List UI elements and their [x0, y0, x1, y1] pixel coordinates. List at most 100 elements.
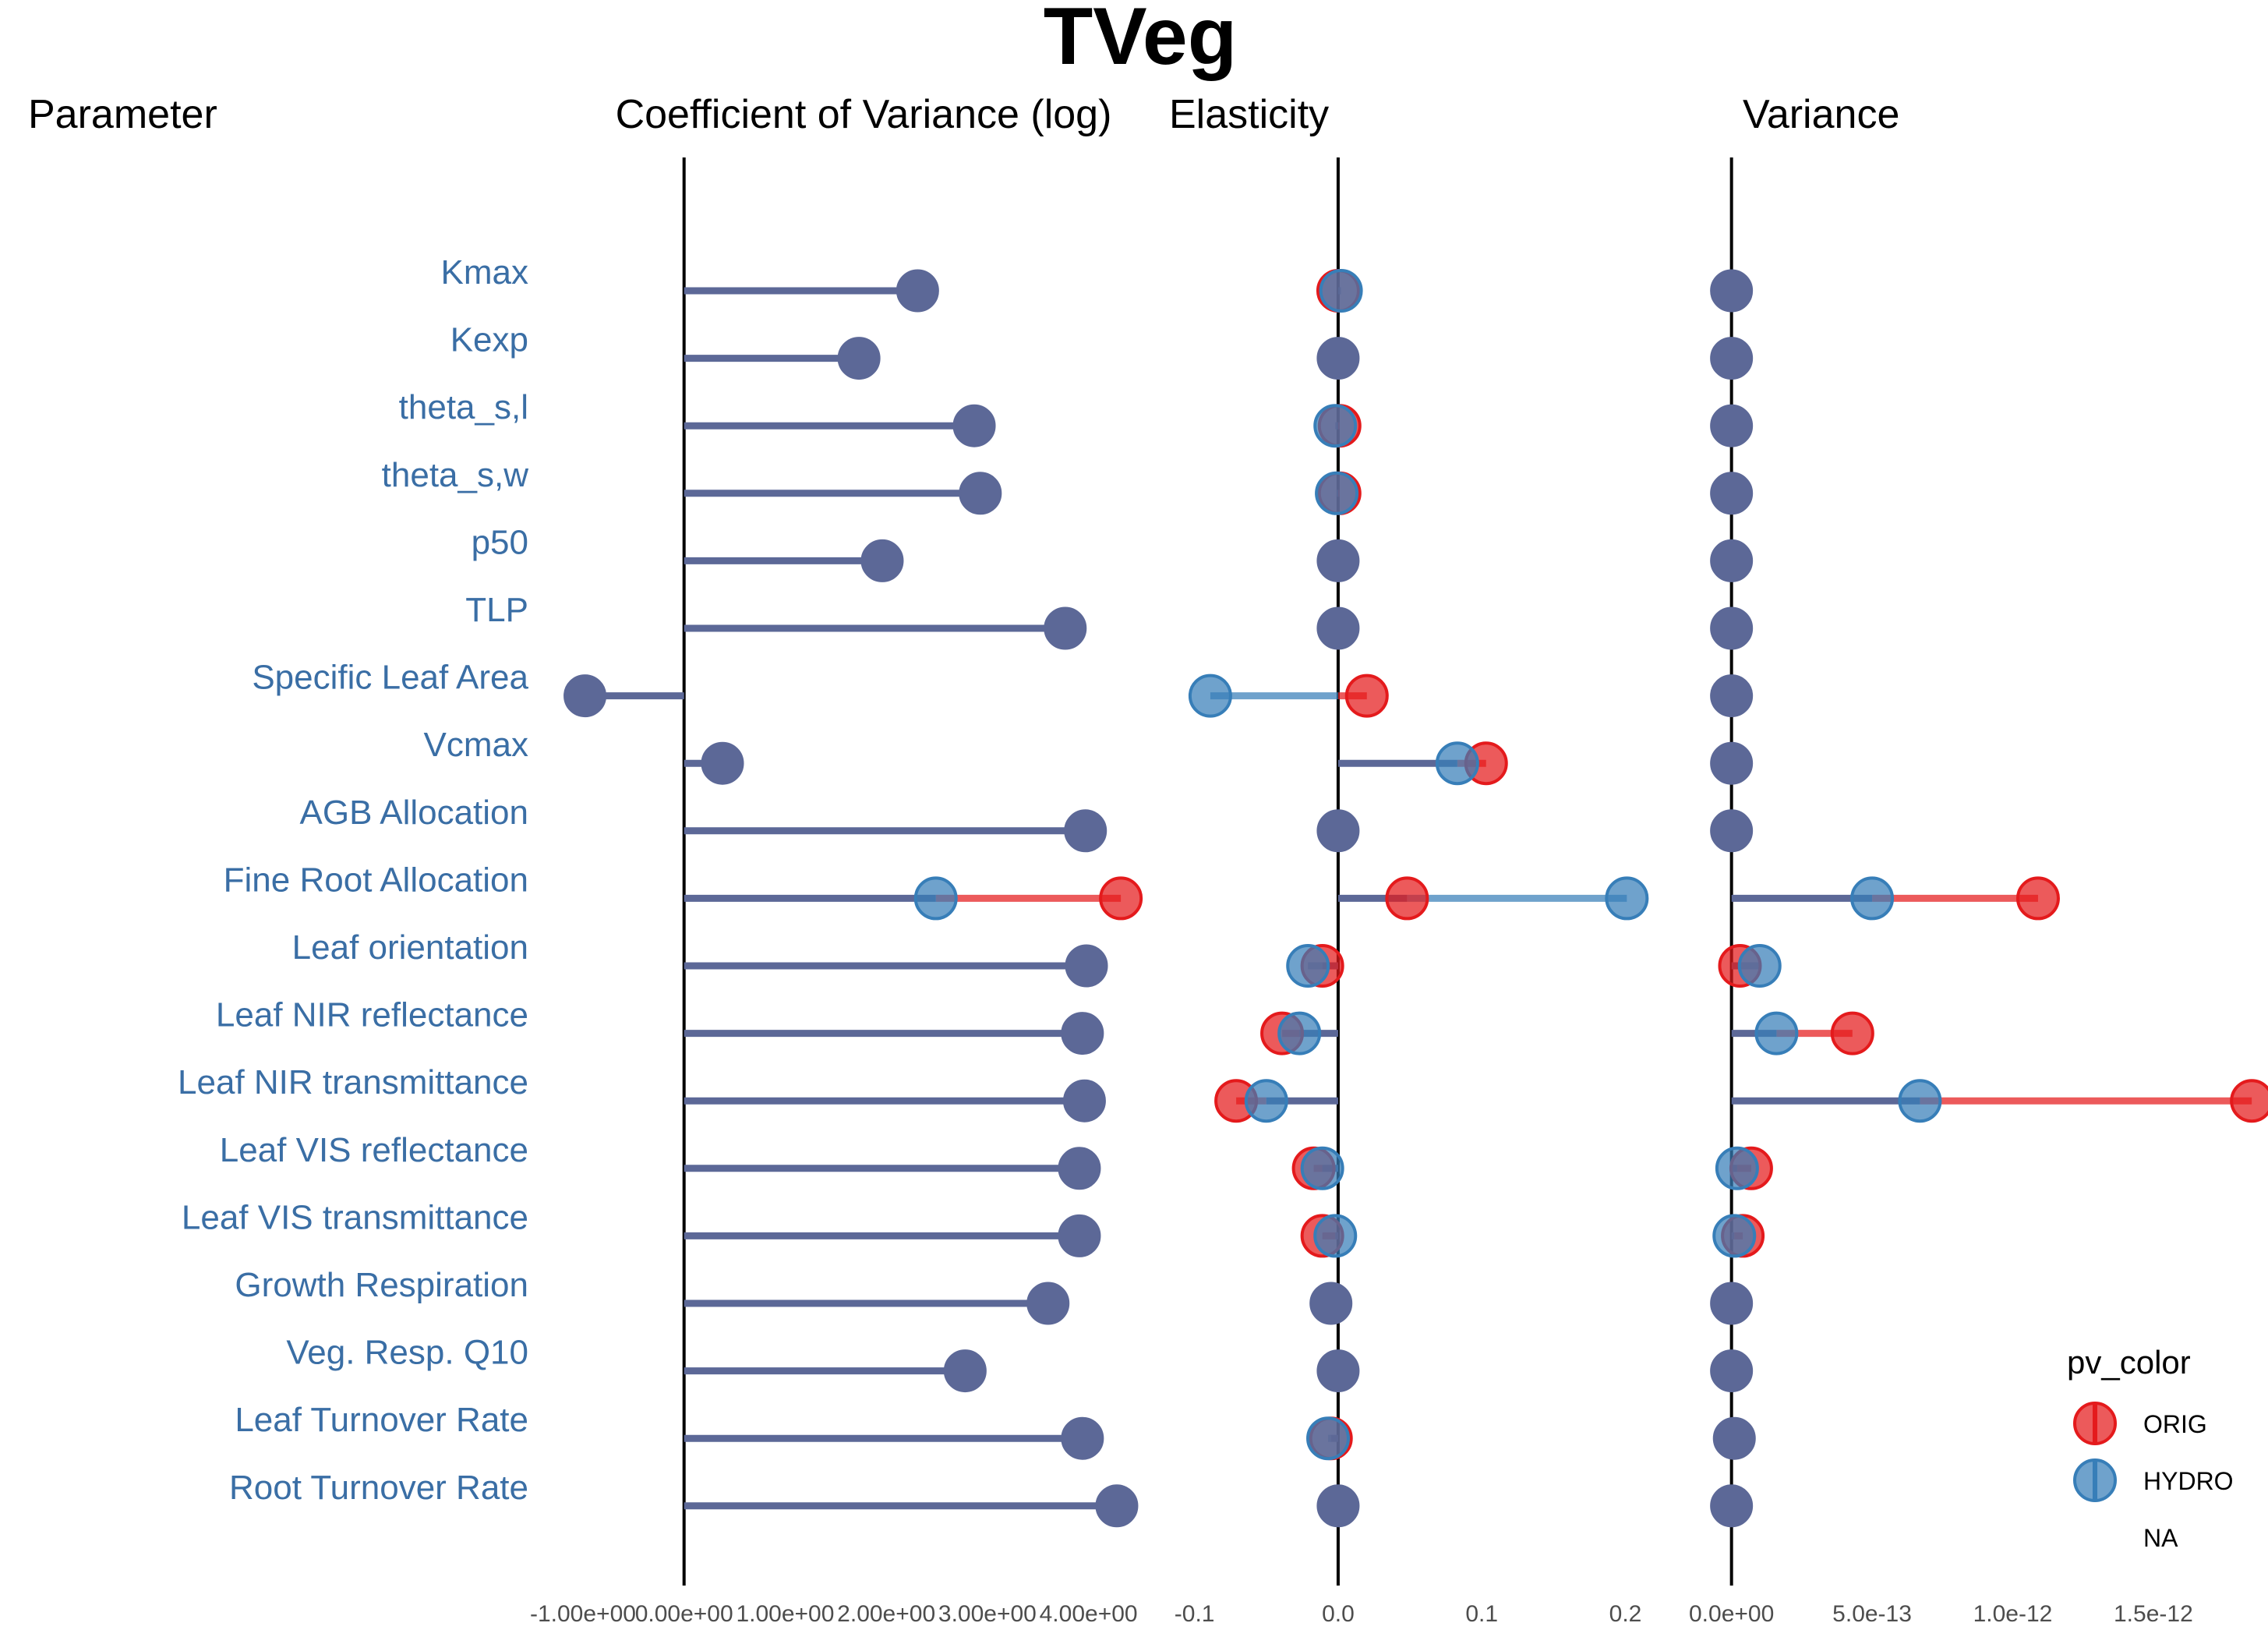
point [563, 674, 607, 718]
tick-label: 0.1 [1465, 1601, 1498, 1627]
lollipop-row [1710, 606, 1754, 650]
tick-label: 4.00e+00 [1040, 1601, 1138, 1627]
point-hydro [1850, 876, 1895, 921]
legend-label: HYDRO [2143, 1467, 2234, 1495]
point-orig [1385, 876, 1429, 921]
panel-title: Elasticity [1169, 92, 1329, 137]
point [1061, 1416, 1104, 1460]
parameter-label: Leaf VIS transmittance [182, 1198, 528, 1236]
point-hydro [1319, 269, 1363, 313]
lollipop-row [1710, 1282, 1754, 1325]
point [1710, 1484, 1754, 1528]
chart-title: TVeg [1044, 0, 1238, 82]
point [959, 472, 1002, 515]
lollipop-row [684, 809, 1108, 853]
point [1710, 1349, 1754, 1393]
tick-label: 2.00e+00 [837, 1601, 935, 1627]
point [1316, 539, 1360, 582]
lollipop-row [1316, 269, 1363, 313]
point-orig [1099, 876, 1143, 921]
panel-3: Variance 0.0e+00 5.0e-13 1.0e-12 1.5e-12 [1689, 92, 2268, 1627]
panel-2: Elasticity -0.1 0.0 0.1 0.2 [1169, 92, 1649, 1627]
lollipop-row [684, 1416, 1104, 1460]
parameter-label: Kexp [450, 321, 528, 359]
lollipop-row [684, 741, 744, 785]
panel-title: Variance [1743, 92, 1899, 137]
tick-label: 0.0e+00 [1689, 1601, 1774, 1627]
legend: pv_color ORIG HYDRO NA [2067, 1344, 2234, 1552]
point [701, 741, 744, 785]
lollipop-row [1306, 1416, 1353, 1461]
lollipop-row [1313, 404, 1362, 448]
parameter-label: Kmax [441, 253, 528, 292]
point [1044, 606, 1087, 650]
lollipop-row [1710, 741, 1754, 785]
point-hydro [1313, 1214, 1358, 1258]
lollipop-row [1710, 1484, 1754, 1528]
legend-label: NA [2143, 1524, 2178, 1552]
lollipop-row [684, 606, 1087, 650]
lollipop-row [1712, 1416, 1756, 1460]
lollipop-row [1710, 337, 1754, 380]
tick-label: 0.00e+00 [635, 1601, 733, 1627]
parameter-label: TLP [465, 591, 528, 629]
lollipop-row [1291, 1146, 1344, 1190]
lollipop-row [1188, 674, 1389, 718]
tick-label: -1.00e+00 [530, 1601, 636, 1627]
point [837, 337, 881, 380]
parameter-label: Root Turnover Rate [229, 1469, 528, 1507]
point [1710, 674, 1754, 718]
lollipop-row [684, 944, 1108, 988]
lollipop-row [684, 472, 1002, 515]
point-hydro [1435, 741, 1479, 786]
point [1710, 337, 1754, 380]
lollipop-row [1710, 269, 1754, 313]
tick-label: 1.5e-12 [2114, 1601, 2193, 1627]
lollipop-row [684, 404, 996, 447]
point [1316, 809, 1360, 853]
lollipop-row [1316, 1349, 1360, 1393]
tick-label: 0.0 [1322, 1601, 1355, 1627]
point-hydro [1244, 1079, 1288, 1123]
lollipop-row [1316, 539, 1360, 582]
parameter-label: Leaf NIR reflectance [216, 996, 528, 1034]
parameter-label: Vcmax [424, 726, 528, 764]
point [1316, 1484, 1360, 1528]
lollipop-row [1316, 606, 1360, 650]
lollipop-row [684, 876, 1143, 921]
lollipop-row [1337, 741, 1508, 786]
point [1064, 809, 1108, 853]
parameter-label: Leaf orientation [292, 928, 528, 967]
lollipop-row [684, 337, 881, 380]
lollipop-row [1710, 1349, 1754, 1393]
lollipop-row [1710, 674, 1754, 718]
lollipop-row [1286, 944, 1344, 988]
point [1026, 1282, 1070, 1325]
legend-label: ORIG [2143, 1410, 2207, 1438]
panel-title: Coefficient of Variance (log) [616, 92, 1112, 137]
point [1065, 944, 1108, 988]
lollipop-row [1316, 809, 1360, 853]
point [860, 539, 904, 582]
point-hydro [1313, 404, 1358, 448]
parameter-label: Fine Root Allocation [224, 861, 528, 899]
parameter-label: Leaf NIR transmittance [178, 1063, 528, 1101]
parameter-label: Leaf VIS reflectance [220, 1131, 528, 1169]
point-hydro [1277, 1011, 1322, 1055]
point-orig [1344, 674, 1389, 718]
lollipop-row [684, 1012, 1104, 1055]
lollipop-row [1309, 1282, 1353, 1325]
point-hydro [1737, 944, 1782, 988]
lollipop-row [684, 539, 904, 582]
point-orig [2230, 1079, 2268, 1123]
lollipop-row [1710, 404, 1754, 447]
lollipop-row [684, 1214, 1101, 1257]
point-hydro [1712, 1214, 1757, 1258]
lollipop-row [1712, 1214, 1765, 1258]
lollipop-row [1214, 1079, 1338, 1123]
point [1316, 1349, 1360, 1393]
lollipop-row [684, 1484, 1139, 1528]
point [1710, 539, 1754, 582]
parameter-label: AGB Allocation [300, 794, 529, 832]
